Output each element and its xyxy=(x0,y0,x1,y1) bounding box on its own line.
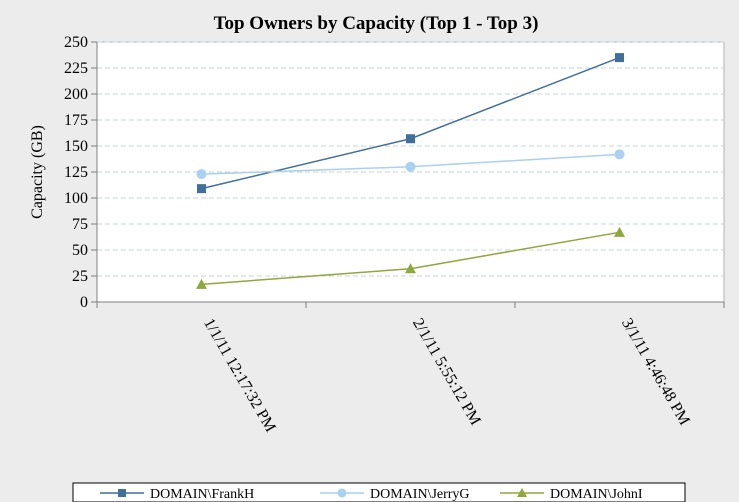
legend-label: DOMAIN\FrankH xyxy=(150,487,254,502)
legend-swatch-point xyxy=(337,488,347,498)
series-2-point xyxy=(196,169,207,180)
y-tick-label: 175 xyxy=(64,112,88,129)
series-1-point xyxy=(197,184,206,194)
y-tick-label: 200 xyxy=(64,86,88,103)
legend-item: DOMAIN\JohnI xyxy=(500,487,643,502)
series-3 xyxy=(196,226,625,289)
y-tick-label: 125 xyxy=(64,164,88,181)
legend-label: DOMAIN\JohnI xyxy=(550,487,643,502)
series-layer xyxy=(196,53,625,289)
y-tick-label: 250 xyxy=(64,34,88,51)
series-3-point xyxy=(196,278,207,289)
y-tick-label: 75 xyxy=(72,216,88,233)
legend-item: DOMAIN\JerryG xyxy=(320,487,470,502)
legend-swatch-point xyxy=(118,489,126,497)
y-tick-label: 50 xyxy=(72,242,88,259)
legend: DOMAIN\FrankH DOMAIN\JerryG DOMAIN\JohnI xyxy=(72,482,686,502)
y-tick-label: 100 xyxy=(64,190,88,207)
legend-swatch-point xyxy=(517,488,527,497)
series-1-point xyxy=(615,53,624,63)
series-1-point xyxy=(406,134,415,144)
grid-lines xyxy=(97,41,724,277)
y-tick-labels: 0 25 50 75 100 125 150 175 200 225 250 xyxy=(64,34,88,311)
y-tick-label: 150 xyxy=(64,138,88,155)
y-tick-label: 25 xyxy=(72,268,88,285)
series-2-point xyxy=(405,161,416,172)
series-2-point xyxy=(614,149,625,160)
y-axis-label: Capacity (GB) xyxy=(29,125,46,219)
axes xyxy=(91,41,725,308)
series-3-point xyxy=(614,226,625,237)
series-2 xyxy=(196,149,625,180)
legend-label: DOMAIN\JerryG xyxy=(370,487,470,502)
legend-item: DOMAIN\FrankH xyxy=(100,487,254,502)
y-tick-label: 225 xyxy=(64,60,88,77)
y-tick-label: 0 xyxy=(80,294,88,311)
series-3-point xyxy=(405,263,416,274)
chart-title: Top Owners by Capacity (Top 1 - Top 3) xyxy=(214,13,539,34)
legend-box xyxy=(72,482,686,502)
